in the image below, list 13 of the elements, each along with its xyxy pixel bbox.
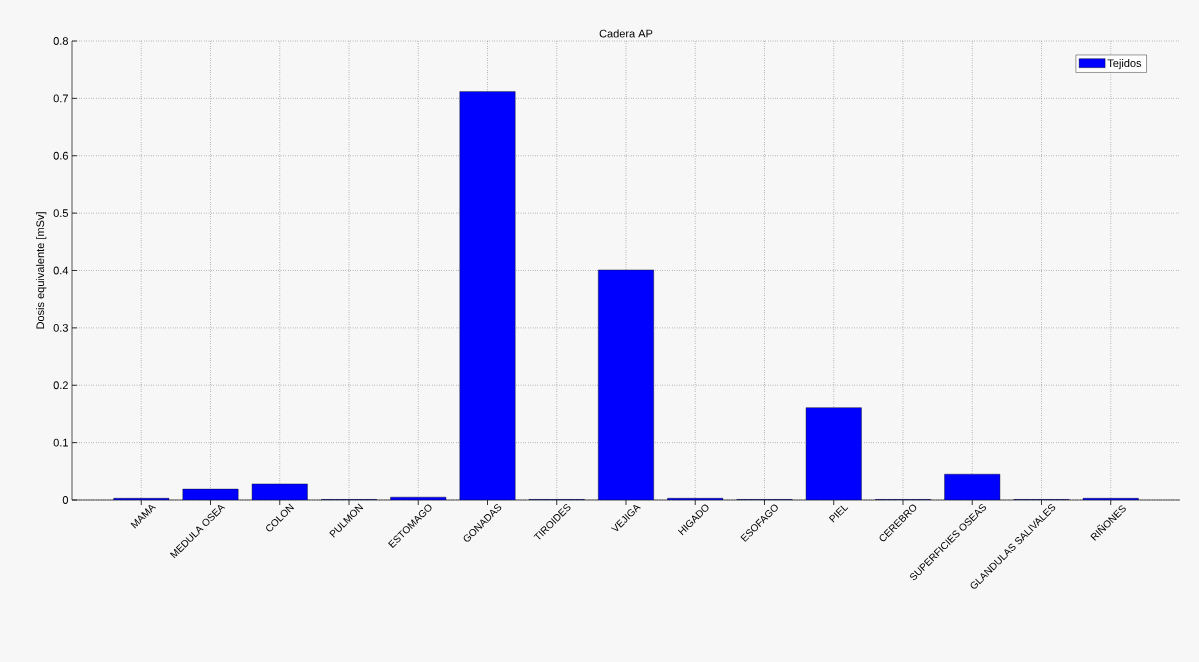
chart-title: Cadera AP — [599, 29, 653, 38]
y-tick-label: 0.1 — [53, 438, 68, 447]
y-tick-label: 0.8 — [53, 37, 68, 45]
y-tick-label: 0.5 — [53, 209, 68, 218]
y-tick-label: 0.2 — [53, 381, 68, 390]
y-tick-label: 0.3 — [53, 323, 68, 332]
legend-label: Tejidos — [1107, 58, 1142, 70]
y-tick-label: 0 — [62, 496, 69, 504]
y-tick-label: 0.4 — [53, 266, 69, 275]
x-tick-label: PIEL — [828, 505, 849, 523]
y-tick-label: 0.7 — [53, 94, 68, 103]
y-axis-title: Dosis equivalente [mSv] — [36, 212, 47, 329]
y-tick-label: 0.6 — [53, 151, 68, 160]
